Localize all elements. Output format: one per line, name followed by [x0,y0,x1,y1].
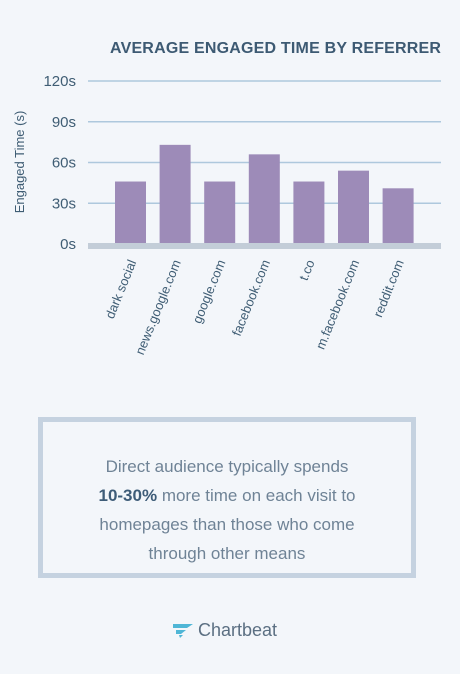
bars [115,144,414,244]
y-tick-label: 90s [52,114,76,131]
callout-box: Direct audience typically spends 10-30% … [38,417,416,578]
y-tick-label: 30s [52,195,76,212]
bar [248,154,280,244]
chart-title: AVERAGE ENGAGED TIME BY REFERRER [110,40,442,57]
callout-line-2-rest: more time on each visit to [157,486,356,505]
bar [115,181,146,244]
x-tick-label: google.com [189,258,228,326]
chartbeat-logo-icon [173,624,193,638]
y-tick-label: 60s [52,155,76,172]
x-tick-label: facebook.com [229,258,273,339]
x-tick-label: m.facebook.com [313,258,363,352]
y-tick-label: 120s [43,73,76,90]
x-axis-baseline [88,243,441,249]
callout-line-4: through other means [148,544,306,563]
brand-name: Chartbeat [198,619,278,640]
brand-logo: Chartbeat [172,618,277,642]
callout-line-2: 10-30% more time on each visit to [43,481,411,510]
x-tick-label: t.co [296,258,318,283]
bar [159,144,191,244]
x-tick-label: news.google.com [132,258,184,357]
bar [293,181,325,244]
x-tick-label: reddit.com [370,258,407,320]
x-tick-label: dark social [102,257,139,320]
callout-line-3: homepages than those who come [99,515,355,534]
callout-highlight: 10-30% [98,486,158,505]
bar [204,181,236,244]
callout-line-1: Direct audience typically spends [105,457,349,476]
bar [382,188,414,244]
callout-text: Direct audience typically spends 10-30% … [43,452,411,568]
y-tick-label: 0s [60,236,76,253]
bar [338,170,369,244]
bar-chart: 0s 30s 60s 90s 120s Engaged Time (s) dark so… [12,73,441,357]
y-axis-ticks: 0s 30s 60s 90s 120s [43,73,76,253]
y-axis-label: Engaged Time (s) [12,111,27,214]
